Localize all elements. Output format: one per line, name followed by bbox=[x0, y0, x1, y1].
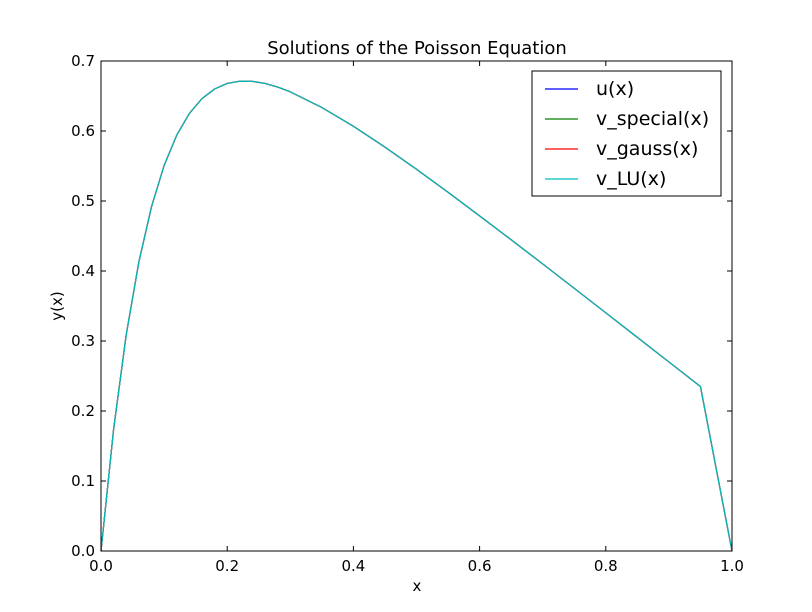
chart-title: Solutions of the Poisson Equation bbox=[267, 38, 567, 59]
x-tick-label: 0.8 bbox=[594, 557, 618, 575]
x-tick-label: 0.4 bbox=[341, 557, 365, 575]
y-tick-label: 0.4 bbox=[71, 262, 95, 280]
series-line-4 bbox=[100, 80, 733, 552]
legend-entry-label: v_gauss(x) bbox=[596, 138, 698, 160]
y-tick-label: 0.6 bbox=[71, 122, 95, 140]
legend-box bbox=[531, 70, 722, 197]
x-tick-label: 0.0 bbox=[89, 557, 113, 575]
legend-entry-label: v_special(x) bbox=[596, 108, 709, 130]
y-tick-label: 0.0 bbox=[71, 542, 95, 560]
y-axis: 0.0 0.1 0.2 0.3 0.4 0.5 0.6 0.7 bbox=[71, 52, 732, 560]
x-tick-label: 0.2 bbox=[215, 557, 239, 575]
x-tick-label: 0.6 bbox=[468, 557, 492, 575]
legend: u(x) v_special(x) v_gauss(x) v_LU(x) bbox=[531, 70, 722, 197]
legend-entry-label: u(x) bbox=[596, 78, 634, 100]
y-tick-label: 0.5 bbox=[71, 192, 95, 210]
legend-entry-label: v_LU(x) bbox=[596, 168, 666, 190]
x-axis-label: x bbox=[413, 577, 422, 595]
y-tick-label: 0.1 bbox=[71, 472, 95, 490]
plot-frame bbox=[100, 60, 733, 552]
y-tick-label: 0.7 bbox=[71, 52, 95, 70]
y-axis-label: y(x) bbox=[48, 291, 66, 320]
series-layer bbox=[100, 80, 733, 552]
y-tick-label: 0.2 bbox=[71, 402, 95, 420]
x-tick-label: 1.0 bbox=[720, 557, 744, 575]
x-axis: 0.0 0.2 0.4 0.6 0.8 1.0 bbox=[89, 61, 744, 575]
y-tick-label: 0.3 bbox=[71, 332, 95, 350]
